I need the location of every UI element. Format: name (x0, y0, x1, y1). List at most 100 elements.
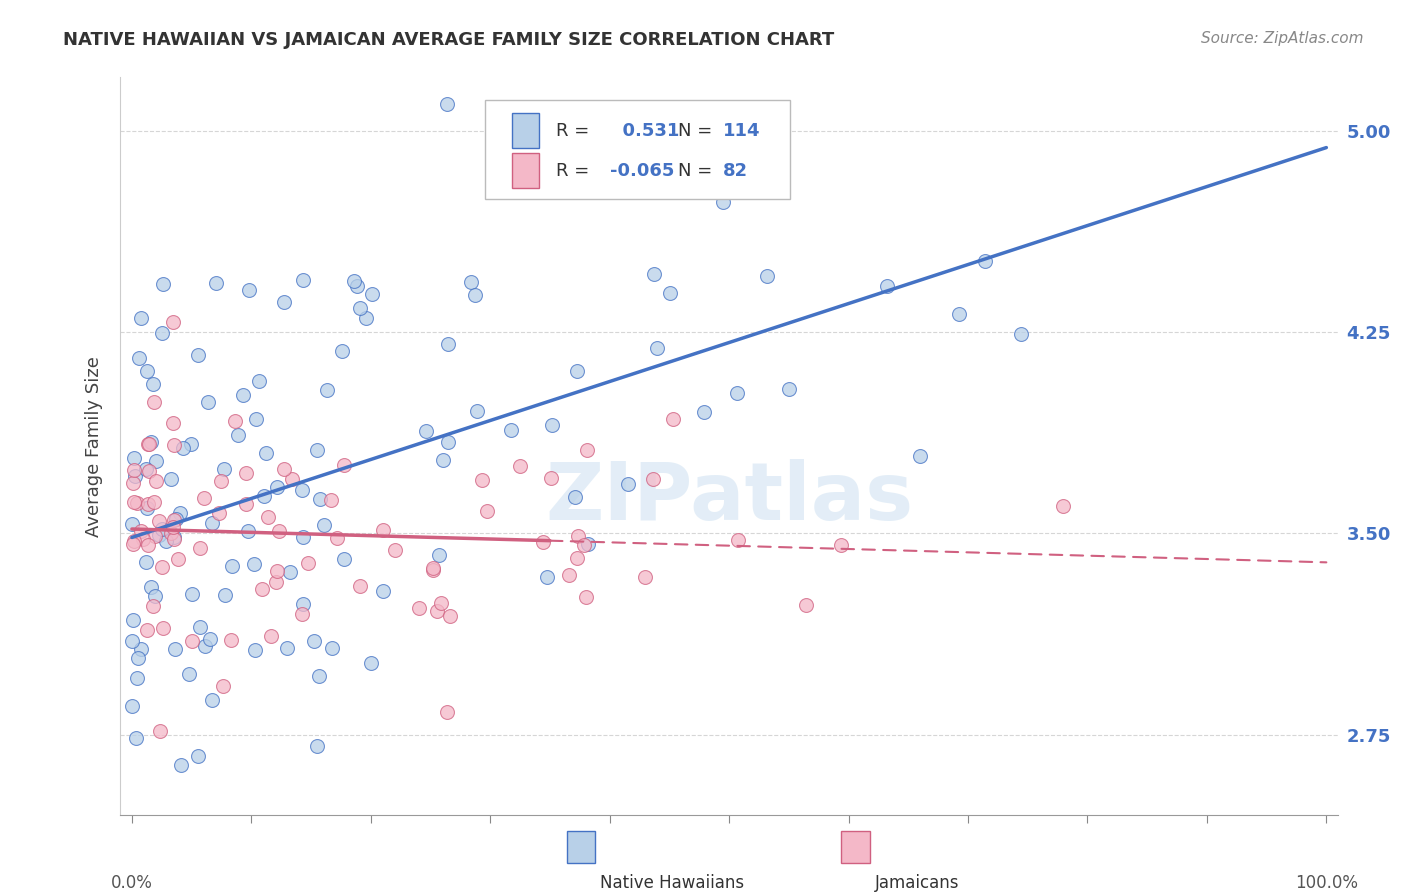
Point (384, 543, 406, 558)
Point (135, 555, 157, 569)
Point (188, 541, 211, 555)
Point (291, 273, 314, 287)
Text: N =: N = (678, 161, 713, 179)
Point (219, 632, 242, 647)
Bar (512, 153, 538, 188)
Point (330, 343, 353, 358)
Point (224, 414, 246, 428)
Point (145, 474, 167, 488)
Point (121, 516, 143, 531)
Point (221, 559, 243, 574)
Point (437, 337, 460, 351)
Point (264, 575, 287, 590)
Point (427, 548, 450, 562)
Point (291, 607, 314, 622)
Point (136, 497, 159, 511)
Point (794, 598, 817, 612)
Point (276, 640, 298, 655)
Point (565, 364, 588, 378)
Point (269, 524, 291, 538)
Point (727, 129, 749, 144)
Point (142, 599, 165, 614)
Point (152, 326, 174, 340)
Point (307, 739, 329, 754)
Point (361, 286, 384, 301)
Point (576, 537, 599, 551)
Point (253, 489, 276, 503)
Point (236, 524, 259, 538)
Point (232, 388, 254, 402)
Point (122, 536, 145, 550)
Point (124, 468, 146, 483)
Text: ZIPatlas: ZIPatlas (546, 458, 914, 537)
Point (162, 416, 184, 430)
Point (181, 633, 204, 648)
Point (122, 463, 145, 477)
Point (437, 435, 460, 450)
Point (165, 511, 187, 525)
Point (439, 609, 461, 624)
Point (316, 383, 339, 397)
Point (693, 405, 716, 419)
Point (662, 412, 685, 426)
Point (371, 584, 394, 599)
Point (309, 492, 332, 507)
Point (132, 532, 155, 546)
Point (197, 395, 219, 409)
Point (254, 445, 277, 459)
Point (187, 749, 209, 764)
Text: 0.531: 0.531 (610, 121, 679, 140)
Point (143, 394, 166, 409)
Point (305, 443, 328, 458)
Point (209, 475, 232, 489)
Text: 82: 82 (723, 161, 748, 179)
Point (152, 621, 174, 635)
Point (564, 490, 586, 504)
Point (356, 310, 378, 325)
Point (575, 443, 598, 458)
Point (214, 462, 236, 476)
Point (177, 667, 200, 681)
Point (136, 364, 159, 378)
Text: Jamaicans: Jamaicans (875, 874, 959, 892)
Point (235, 497, 257, 511)
Point (163, 512, 186, 526)
Point (471, 473, 494, 487)
Point (131, 641, 153, 656)
Point (160, 472, 183, 486)
Point (152, 277, 174, 291)
Point (200, 632, 222, 646)
Point (415, 424, 437, 438)
Point (127, 651, 149, 665)
Point (436, 97, 458, 112)
Point (499, 423, 522, 437)
Point (432, 453, 454, 467)
Text: 114: 114 (723, 121, 761, 140)
Point (180, 587, 202, 601)
Point (333, 551, 356, 566)
Point (200, 693, 222, 707)
Point (280, 472, 302, 486)
Point (193, 639, 215, 653)
Point (141, 434, 163, 449)
Text: NATIVE HAWAIIAN VS JAMAICAN AVERAGE FAMILY SIZE CORRELATION CHART: NATIVE HAWAIIAN VS JAMAICAN AVERAGE FAMI… (63, 31, 835, 49)
Point (160, 525, 183, 540)
Point (876, 278, 898, 293)
Point (138, 437, 160, 451)
Text: -0.065: -0.065 (610, 161, 673, 179)
Point (727, 533, 749, 547)
Point (188, 620, 211, 634)
Point (346, 278, 368, 293)
Point (360, 657, 382, 671)
Point (208, 506, 231, 520)
Point (278, 565, 301, 579)
Point (460, 275, 482, 289)
Point (155, 534, 177, 549)
Point (319, 493, 342, 508)
Point (142, 494, 165, 508)
Point (142, 377, 165, 392)
Point (908, 449, 931, 463)
Point (291, 483, 314, 497)
Y-axis label: Average Family Size: Average Family Size (86, 356, 103, 537)
Point (129, 311, 152, 326)
